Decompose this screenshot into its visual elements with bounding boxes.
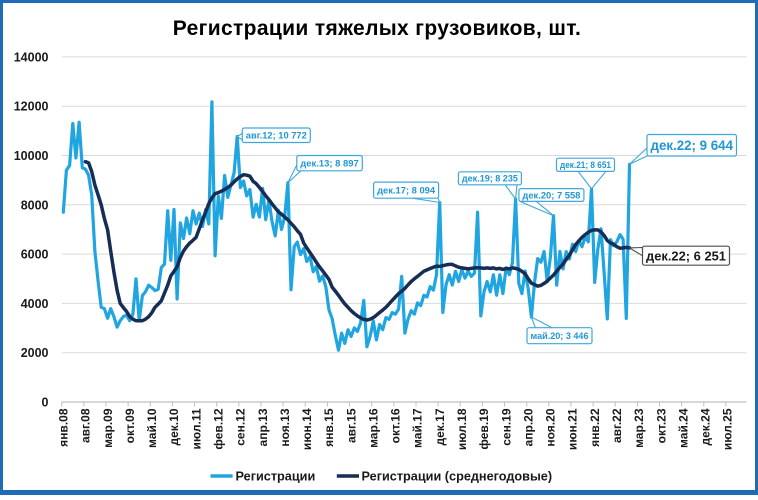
svg-text:дек.13; 8 897: дек.13; 8 897 bbox=[300, 158, 359, 168]
svg-text:авг.22: авг.22 bbox=[610, 408, 624, 443]
svg-text:окт.23: окт.23 bbox=[654, 408, 668, 443]
svg-text:дек.17; 8 094: дек.17; 8 094 bbox=[377, 185, 436, 195]
svg-text:июн.21: июн.21 bbox=[566, 408, 580, 450]
svg-text:2000: 2000 bbox=[21, 346, 49, 360]
svg-text:авг.08: авг.08 bbox=[79, 408, 93, 443]
svg-text:ноя.13: ноя.13 bbox=[278, 408, 292, 446]
svg-text:янв.22: янв.22 bbox=[588, 408, 602, 447]
svg-text:Регистрации (среднегодовые): Регистрации (среднегодовые) bbox=[362, 470, 553, 484]
svg-text:Регистрации тяжелых грузовиков: Регистрации тяжелых грузовиков, шт. bbox=[173, 17, 581, 40]
svg-text:апр.20: апр.20 bbox=[521, 408, 535, 446]
svg-text:8000: 8000 bbox=[21, 198, 49, 212]
svg-text:ноя.20: ноя.20 bbox=[544, 408, 558, 446]
svg-text:дек.20; 7 558: дек.20; 7 558 bbox=[522, 190, 580, 200]
svg-text:дек.21; 8 651: дек.21; 8 651 bbox=[560, 160, 611, 170]
svg-text:май.20; 3 446: май.20; 3 446 bbox=[531, 331, 589, 341]
svg-text:дек.10: дек.10 bbox=[167, 408, 181, 445]
svg-text:дек.17: дек.17 bbox=[433, 408, 447, 445]
svg-text:мар.09: мар.09 bbox=[101, 408, 115, 448]
svg-text:мар.23: мар.23 bbox=[632, 408, 646, 448]
svg-text:фев.12: фев.12 bbox=[212, 408, 226, 449]
svg-text:окт.09: окт.09 bbox=[123, 408, 137, 443]
svg-text:сен.19: сен.19 bbox=[499, 408, 513, 446]
svg-text:июн.14: июн.14 bbox=[300, 408, 314, 450]
svg-text:янв.15: янв.15 bbox=[322, 408, 336, 447]
svg-text:дек.22; 9 644: дек.22; 9 644 bbox=[651, 138, 734, 153]
svg-text:0: 0 bbox=[42, 396, 49, 410]
svg-text:дек.19; 8 235: дек.19; 8 235 bbox=[462, 174, 518, 184]
svg-text:12000: 12000 bbox=[14, 100, 49, 114]
svg-text:6000: 6000 bbox=[21, 248, 49, 262]
svg-text:дек.24: дек.24 bbox=[699, 408, 713, 445]
svg-text:май.24: май.24 bbox=[676, 408, 690, 448]
svg-text:окт.16: окт.16 bbox=[389, 408, 403, 443]
svg-text:14000: 14000 bbox=[14, 50, 49, 64]
svg-text:фев.19: фев.19 bbox=[477, 408, 491, 449]
svg-text:май.10: май.10 bbox=[145, 408, 159, 448]
svg-text:10000: 10000 bbox=[14, 149, 49, 163]
svg-text:июл.18: июл.18 bbox=[455, 408, 469, 450]
svg-text:авг.12; 10 772: авг.12; 10 772 bbox=[246, 131, 307, 141]
svg-text:мар.16: мар.16 bbox=[367, 408, 381, 448]
svg-text:июл.25: июл.25 bbox=[721, 408, 735, 450]
svg-text:Регистрации: Регистрации bbox=[236, 470, 316, 484]
svg-text:авг.15: авг.15 bbox=[344, 408, 358, 443]
svg-text:июл.11: июл.11 bbox=[189, 408, 203, 449]
svg-text:дек.22; 6 251: дек.22; 6 251 bbox=[646, 248, 726, 263]
svg-text:апр.13: апр.13 bbox=[256, 408, 270, 446]
svg-text:янв.08: янв.08 bbox=[57, 408, 71, 447]
svg-text:4000: 4000 bbox=[21, 297, 49, 311]
svg-text:май.17: май.17 bbox=[411, 408, 425, 448]
svg-text:сен.12: сен.12 bbox=[234, 408, 248, 446]
